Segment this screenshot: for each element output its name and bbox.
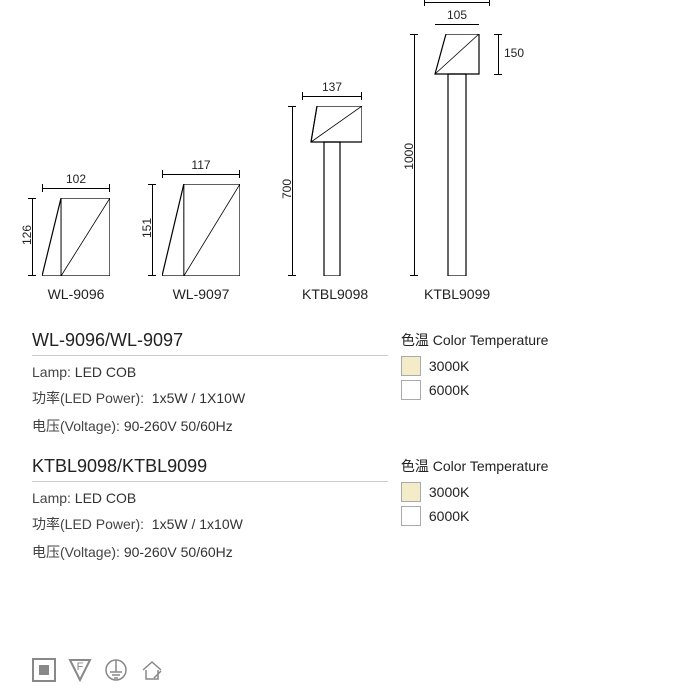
ct-label: 3000K xyxy=(429,358,469,374)
spec-heading: KTBL9098/KTBL9099 xyxy=(32,456,388,482)
ct-row: 6000K xyxy=(401,380,655,400)
color-temp-block: 色温 Color Temperature 3000K 6000K xyxy=(401,456,655,530)
swatch-icon xyxy=(401,380,421,400)
spec-voltage: 电压(Voltage): 90-260V 50/60Hz xyxy=(32,416,668,436)
swatch-icon xyxy=(401,506,421,526)
product-diagram-WL-9096: 102 126WL-9096 xyxy=(42,198,110,276)
ct-label: 6000K xyxy=(429,382,469,398)
swatch-icon xyxy=(401,482,421,502)
ct-title: 色温 Color Temperature xyxy=(401,456,655,476)
product-diagram-WL-9097: 117 151WL-9097 xyxy=(162,184,240,276)
ct-row: 6000K xyxy=(401,506,655,526)
house-icon xyxy=(140,658,164,682)
product-label: KTBL9098 xyxy=(302,286,362,302)
product-label: WL-9097 xyxy=(162,286,240,302)
color-temp-block: 色温 Color Temperature 3000K 6000K xyxy=(401,330,655,404)
diagrams-row: 102 126WL-9096 117 151WL-9097 137 xyxy=(32,10,668,310)
ct-row: 3000K xyxy=(401,356,655,376)
earth-icon xyxy=(104,658,128,682)
product-label: KTBL9099 xyxy=(424,286,490,302)
swatch-icon xyxy=(401,356,421,376)
product-diagram-KTBL9098: 137 700KTBL9098 xyxy=(302,106,362,276)
ct-label: 6000K xyxy=(429,508,469,524)
square-icon xyxy=(32,658,56,682)
ct-row: 3000K xyxy=(401,482,655,502)
triangle-f-icon: F xyxy=(68,658,92,682)
spec-block-0: WL-9096/WL-9097 Lamp: LED COB 功率(LED Pow… xyxy=(32,330,668,436)
footer-icons: F xyxy=(32,658,164,682)
spec-voltage: 电压(Voltage): 90-260V 50/60Hz xyxy=(32,542,668,562)
ct-label: 3000K xyxy=(429,484,469,500)
svg-text:F: F xyxy=(77,661,84,673)
ct-title: 色温 Color Temperature xyxy=(401,330,655,350)
spec-heading: WL-9096/WL-9097 xyxy=(32,330,388,356)
product-diagram-KTBL9099: 105 157 150 1000KTBL9099 xyxy=(424,34,490,276)
spec-block-1: KTBL9098/KTBL9099 Lamp: LED COB 功率(LED P… xyxy=(32,456,668,562)
product-label: WL-9096 xyxy=(42,286,110,302)
